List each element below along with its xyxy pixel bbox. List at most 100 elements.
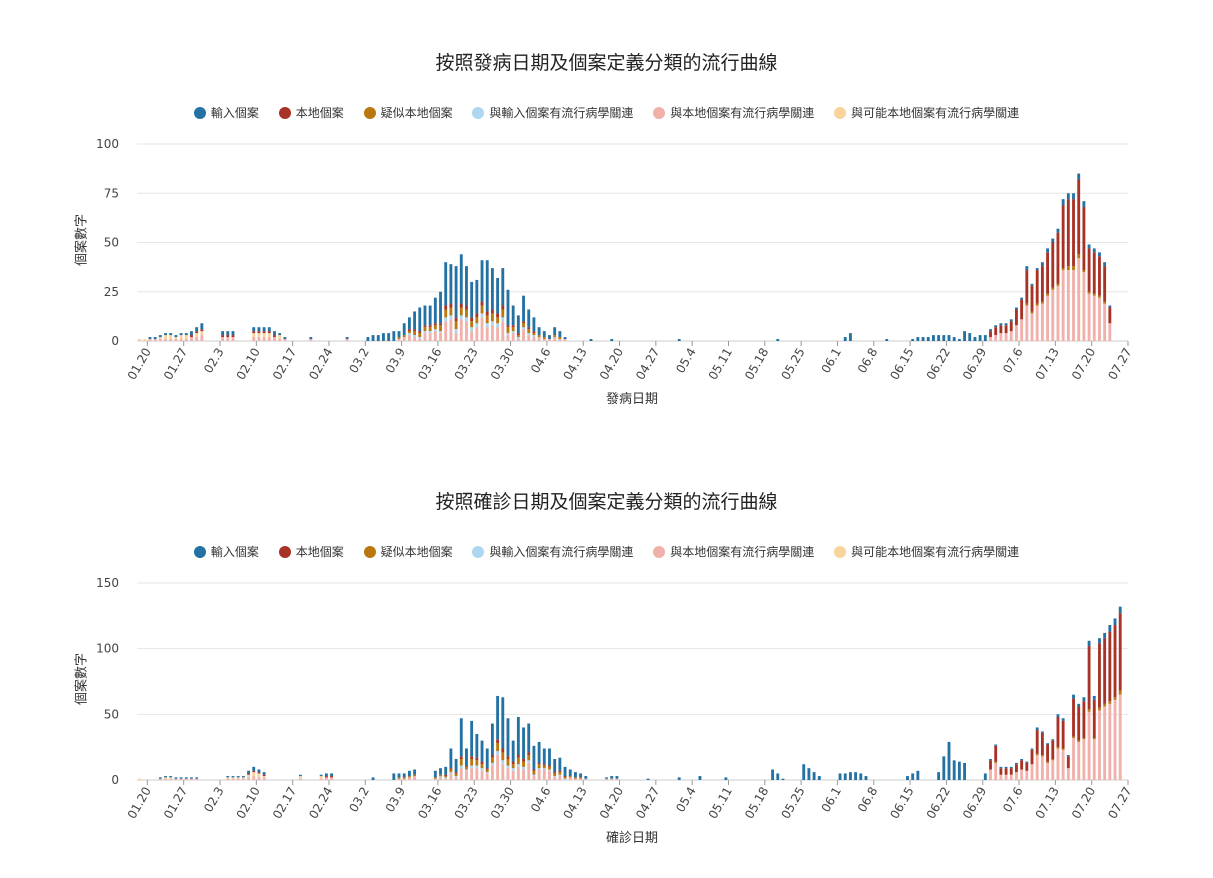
bar-segment [402,335,406,338]
bar-segment [475,323,479,328]
x-tick-label: 07.13 [1033,785,1062,822]
y-axis-label: 個案數字 [74,213,90,267]
bar-segment [418,339,422,341]
bar-segment [1040,732,1044,756]
legend-item-epi-linked-local[interactable]: 與本地個案有流行病學關連 [653,543,814,560]
bar-segment [1051,287,1055,290]
bar-segment [480,305,484,314]
bar-segment [184,777,188,779]
bar-segment [573,778,577,780]
legend-item-epi-linked-possibly-local[interactable]: 與可能本地個案有流行病學關連 [834,104,1019,121]
bar-segment [511,770,515,780]
bar-segment [516,766,520,780]
bar-segment [392,773,396,780]
bar-segment [1061,268,1065,271]
bar-segment [516,333,520,336]
legend-label: 與可能本地個案有流行病學關連 [851,106,1020,120]
bar-segment [537,769,541,780]
bar-segment [506,333,510,336]
bar-segment [989,331,992,338]
bar-segment [236,777,240,779]
bar-segment [501,752,505,761]
legend-label: 輸入個案 [210,545,259,559]
legend-item-local[interactable]: 本地個案 [278,104,344,121]
bar-segment [413,774,417,777]
bar-segment [252,776,256,780]
bar-segment [366,337,370,341]
bar-segment [444,777,448,779]
bar-segment [480,770,484,780]
bar-segment [459,758,463,766]
legend-item-epi-linked-imported[interactable]: 與輸入個案有流行病學關連 [472,543,633,560]
bar-segment [1066,270,1070,341]
bar-segment [1009,774,1013,780]
bar-segment [267,337,271,341]
bar-segment [553,776,557,778]
x-tick-label: 04.20 [597,346,626,383]
bar-segment [1051,242,1055,288]
legend-item-epi-linked-local[interactable]: 與本地個案有流行病學關連 [653,104,814,121]
bar-segment [1040,262,1044,267]
x-tick-label: 02.10 [234,346,263,383]
bar-segment [989,769,992,780]
y-tick-label: 150 [96,576,119,590]
bar-segment [558,770,562,773]
bar-segment [475,313,479,318]
bar-segment [1087,244,1091,249]
bar-segment [511,305,515,326]
x-tick-label: 06.29 [960,346,989,383]
bar-segment [402,323,406,336]
bar-segment [345,337,349,340]
bar-segment [449,307,453,316]
bar-segment [1113,699,1117,780]
x-tick-label: 06.22 [924,785,953,822]
legend-swatch [193,107,206,119]
bar-segment [226,335,230,338]
bar-segment [195,337,199,341]
bar-segment [1009,331,1013,341]
bar-segment [1040,756,1044,780]
bar-segment [812,772,816,780]
bar-segment [553,772,557,774]
bar-segment [444,766,448,775]
legend-item-epi-linked-imported[interactable]: 與輸入個案有流行病學關連 [472,104,633,121]
x-tick-label: 01.27 [161,346,190,383]
bar-segment [324,777,328,780]
bar-segment [1030,285,1034,312]
bar-segment [485,772,489,774]
bar-segment [568,777,572,780]
bar-segment [309,339,313,341]
legend-swatch [653,546,666,558]
bar-segment [1025,762,1029,771]
bar-segment [496,323,500,328]
bar-segment [413,335,417,338]
bar-segment [433,297,437,324]
x-tick-label: 06.15 [887,785,916,822]
bar-segment [226,331,230,336]
bar-segment [579,773,583,778]
bar-segment [548,765,551,767]
legend-item-possibly-local[interactable]: 疑似本地個案 [363,104,453,121]
bar-segment [1103,262,1107,267]
bar-segment [1077,706,1081,741]
bar-segment [402,777,406,779]
bar-segment [1020,297,1024,300]
bar-segment [1092,737,1096,740]
x-tick-label: 04.13 [561,785,590,822]
bar-segment [169,339,173,341]
y-tick-label: 0 [111,773,119,787]
bar-segment [522,761,525,767]
legend-item-imported[interactable]: 輸入個案 [193,543,259,560]
bar-segment [1087,293,1091,341]
bar-segment [963,762,966,780]
bar-segment [522,321,525,324]
bar-segment [1072,270,1075,341]
legend-item-epi-linked-possibly-local[interactable]: 與可能本地個案有流行病學關連 [834,543,1019,560]
bar-segment [1098,643,1101,708]
bar-segment [1098,297,1101,341]
legend-item-imported[interactable]: 輸入個案 [193,104,259,121]
legend-item-local[interactable]: 本地個案 [278,543,344,560]
bar-segment [413,329,417,332]
legend-item-possibly-local[interactable]: 疑似本地個案 [363,543,453,560]
bar-segment [236,776,240,778]
